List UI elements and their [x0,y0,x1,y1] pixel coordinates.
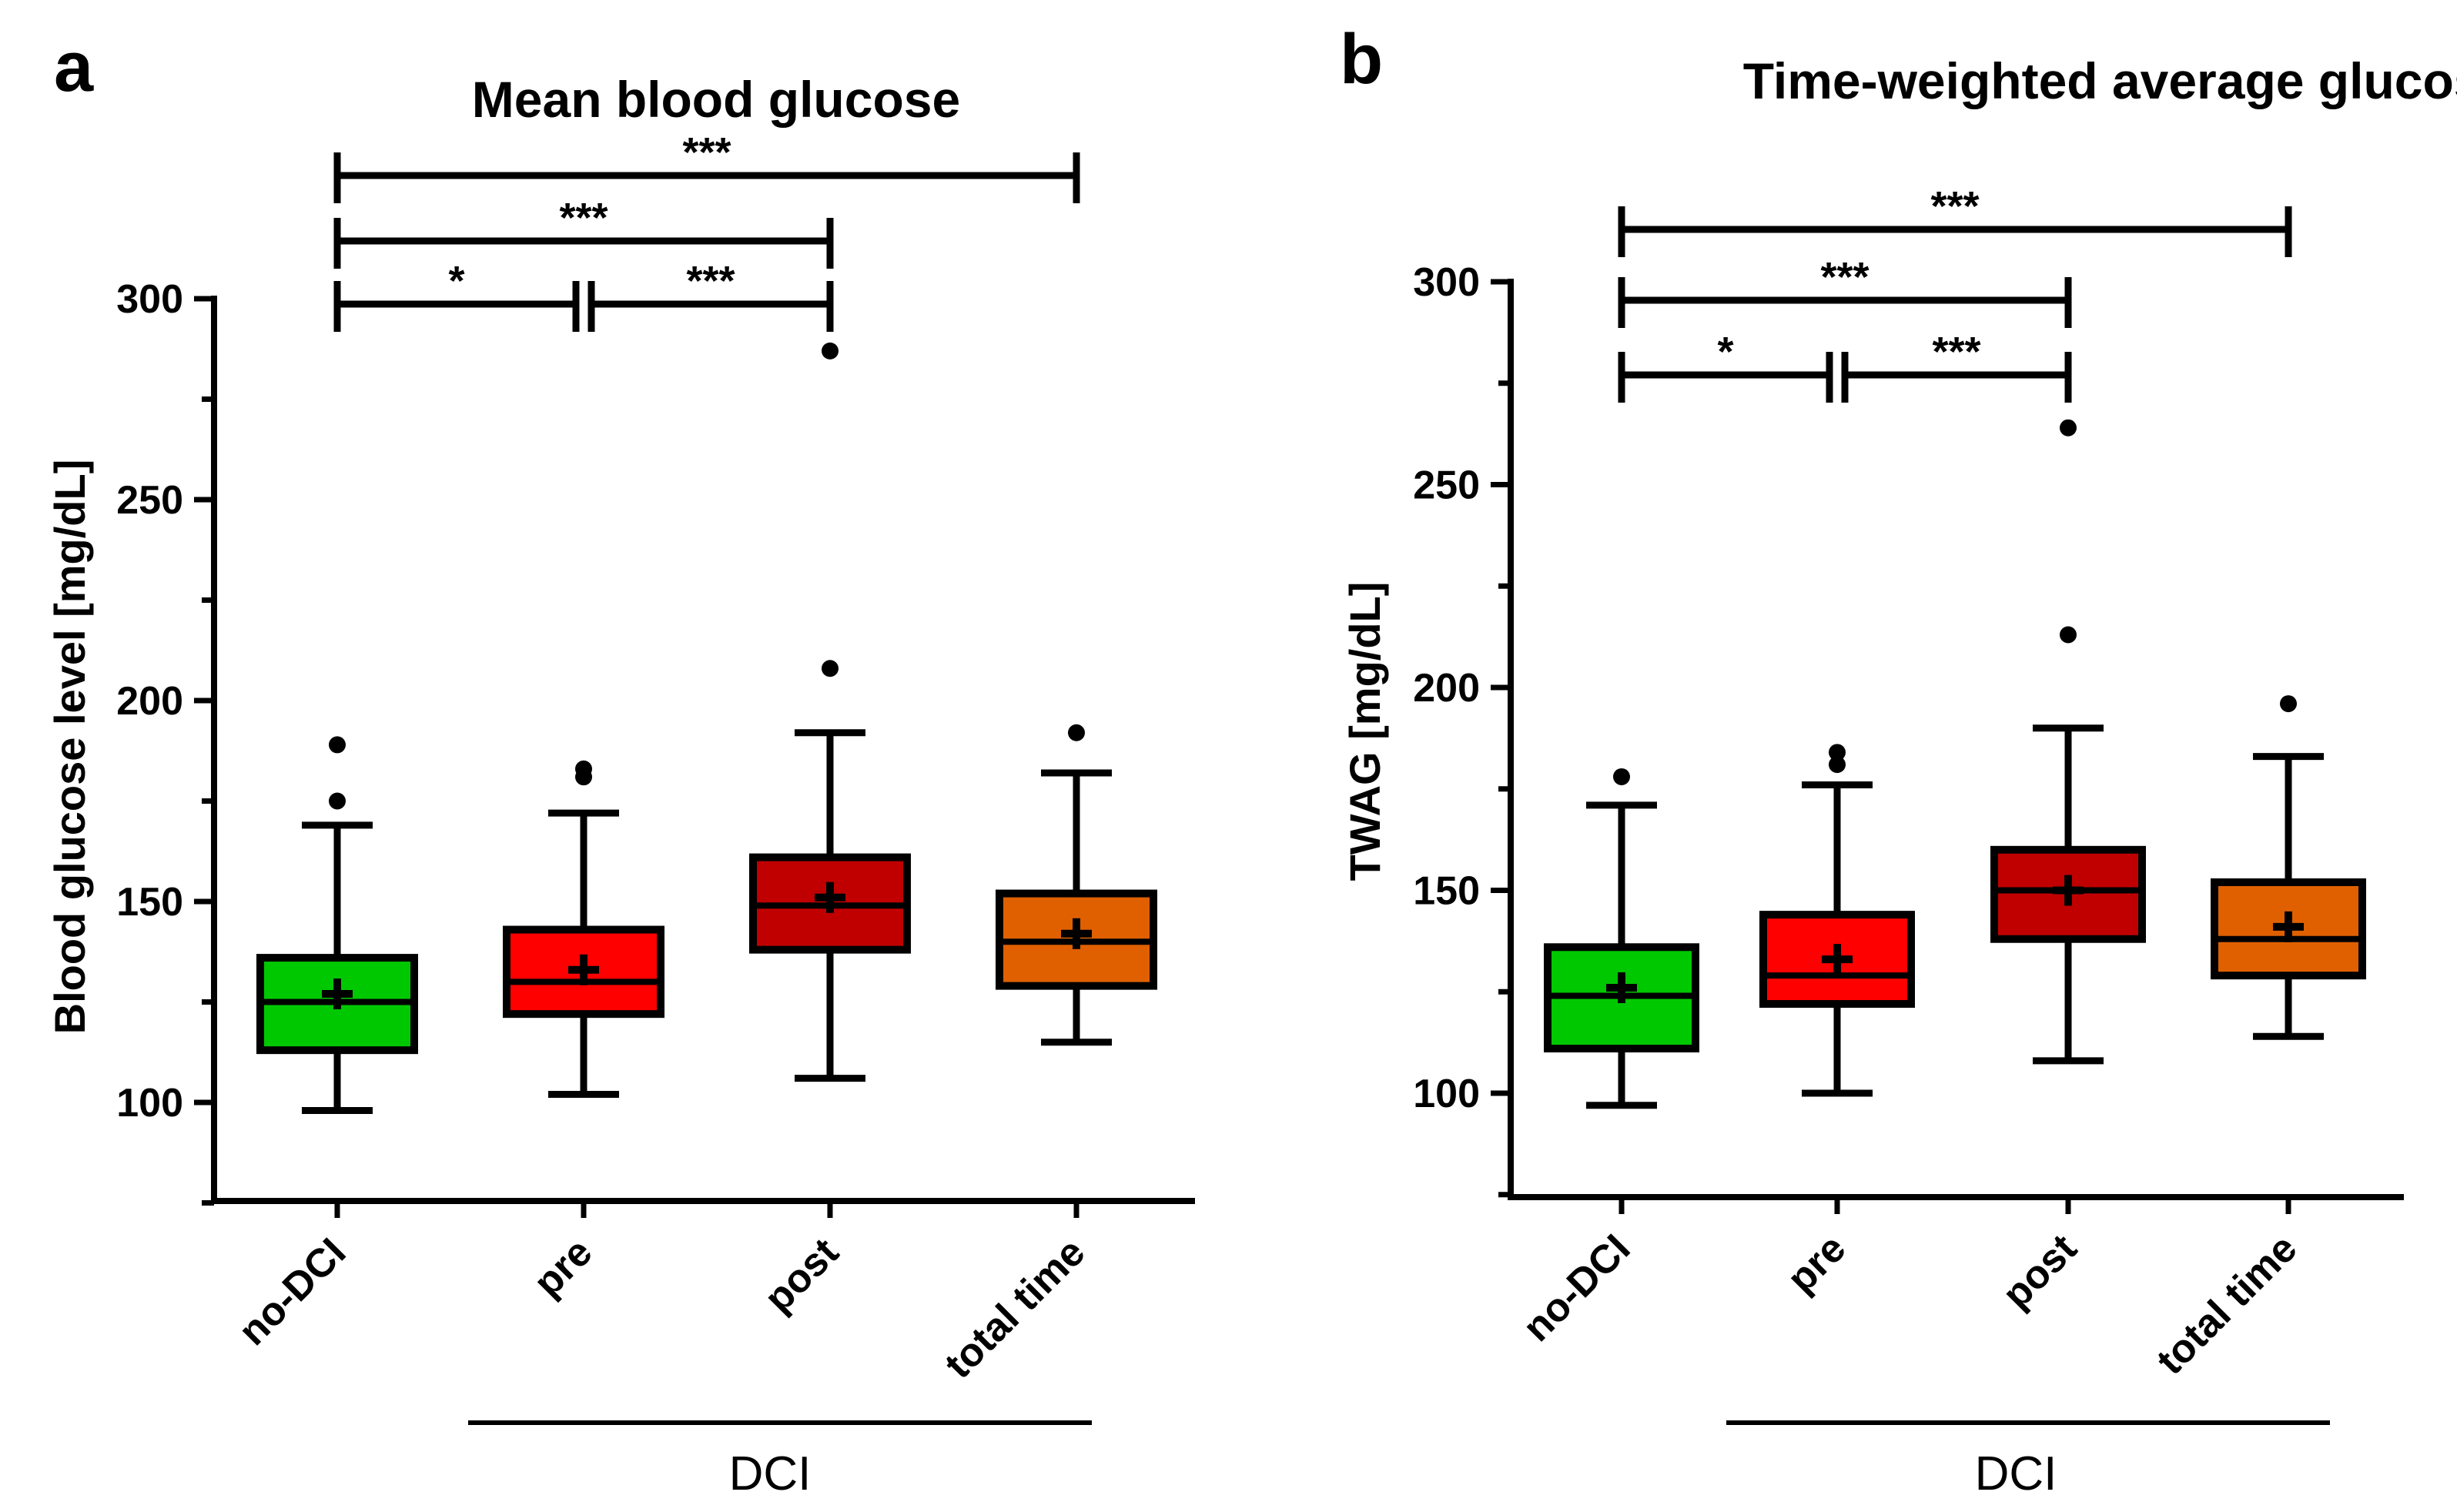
x-tick-label: total time [2148,1226,2305,1383]
y-tick-label: 100 [116,1081,183,1126]
box-post [1990,845,2146,943]
significance-label: *** [1932,329,1980,375]
y-tick-label: 300 [1413,260,1480,305]
y-tick-label: 250 [116,478,183,523]
panel-letter: a [54,28,94,106]
y-tick-label: 100 [1413,1072,1480,1116]
x-tick-label: total time [936,1229,1093,1387]
significance-label: *** [1820,254,1869,300]
outlier-point [2060,626,2077,644]
outlier-point [1613,768,1630,785]
y-tick-label: 200 [116,679,183,724]
panel-letter: b [1340,20,1383,99]
outlier-point [822,660,839,677]
x-tick-label: post [756,1229,848,1321]
panel-a: a Mean blood glucose 100 150 200 250 300 Blood … [45,28,1195,1500]
chart-title: Mean blood glucose [472,71,960,128]
x-tick-label: no-DCI [230,1229,355,1354]
x-tick-label: pre [1779,1226,1854,1301]
significance-label: * [448,258,464,304]
outlier-point [1829,756,1846,774]
outlier-point [575,760,592,778]
y-axis-label: Blood glucose level [mg/dL] [45,460,94,1035]
outlier-point [2280,695,2297,713]
group-label: DCI [729,1447,812,1500]
significance-label: *** [559,195,608,241]
y-tick-label: 150 [1413,869,1480,914]
significance-label: * [1717,329,1733,375]
group-label: DCI [1975,1447,2057,1500]
significance-label: *** [1930,183,1979,229]
chart-title: Time-weighted average glucose [1743,52,2457,109]
outlier-point [329,736,346,754]
panel-b: b Time-weighted average glucose 100 150 200 2… [1340,20,2457,1500]
x-tick-label: post [1994,1226,2086,1317]
y-tick-label: 300 [116,277,183,322]
y-axis-label: TWAG [mg/dL] [1341,582,1389,881]
outlier-point [329,792,346,810]
x-tick-label: pre [525,1229,601,1305]
outlier-point [1068,724,1085,741]
box-pre [1759,911,1915,1009]
y-tick-label: 200 [1413,666,1480,711]
y-tick-label: 250 [1413,463,1480,508]
outlier-point [822,342,839,360]
significance-label: *** [682,129,731,176]
y-tick-label: 150 [116,880,183,925]
outlier-point [1829,744,1846,761]
outlier-point [2060,419,2077,437]
significance-label: *** [686,258,735,304]
x-tick-label: no-DCI [1515,1226,1639,1350]
